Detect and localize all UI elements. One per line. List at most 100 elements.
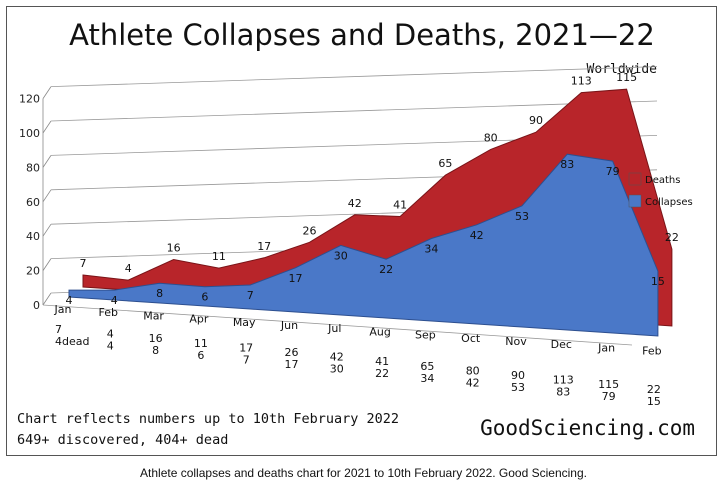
y-tick-label: 80 bbox=[26, 161, 40, 174]
collapses-data-label: 83 bbox=[560, 158, 574, 171]
deaths-data-label: 11 bbox=[212, 250, 226, 263]
table-value: 115 bbox=[598, 378, 619, 391]
grid-wall-120 bbox=[42, 86, 52, 99]
collapses-data-label: 7 bbox=[247, 289, 254, 302]
x-category-label: Apr bbox=[189, 313, 209, 326]
table-value: 16 bbox=[149, 332, 163, 345]
x-category-label: Jun bbox=[280, 319, 298, 332]
y-tick-label: 20 bbox=[26, 265, 40, 278]
chart-subtitle: Worldwide bbox=[587, 62, 658, 77]
deaths-data-label: 113 bbox=[571, 75, 592, 88]
legend-swatch-deaths bbox=[628, 172, 642, 186]
chart-frame: Athlete Collapses and Deaths, 2021—22 Wo… bbox=[6, 6, 717, 456]
y-tick-label: 120 bbox=[19, 93, 40, 106]
value-table: 74dead4416811617726174230412265348042905… bbox=[55, 323, 661, 408]
grid-wall-20 bbox=[42, 258, 52, 271]
axis-labels: 0 20 40 60 80 100 120 Jan Feb Mar Apr May Jun Jul Aug S… bbox=[19, 93, 662, 358]
table-value: 42 bbox=[466, 376, 480, 389]
legend-swatch-collapses bbox=[628, 194, 642, 208]
table-value: 15 bbox=[647, 395, 661, 408]
y-tick-label: 100 bbox=[19, 127, 40, 140]
table-value: 79 bbox=[602, 390, 616, 403]
table-value: 90 bbox=[511, 369, 525, 382]
collapses-data-label: 4 bbox=[111, 294, 118, 307]
collapses-data-label: 22 bbox=[379, 263, 393, 276]
grid-wall-0 bbox=[42, 292, 52, 306]
deaths-data-label: 17 bbox=[257, 240, 271, 253]
table-value: 11 bbox=[194, 337, 208, 350]
table-value: 34 bbox=[420, 372, 434, 385]
deaths-data-label: 80 bbox=[484, 131, 498, 144]
table-value: 65 bbox=[420, 360, 434, 373]
area-chart: Athlete Collapses and Deaths, 2021—22 Wo… bbox=[17, 18, 695, 448]
x-category-label: Jan bbox=[54, 303, 72, 316]
floor-front-line bbox=[42, 304, 633, 346]
deaths-data-label: 16 bbox=[167, 241, 181, 254]
footnote-counts: 649+ discovered, 404+ dead bbox=[17, 432, 228, 448]
deaths-data-label: 65 bbox=[438, 157, 452, 170]
x-category-label: Mar bbox=[143, 309, 164, 322]
chart-title: Athlete Collapses and Deaths, 2021—22 bbox=[69, 18, 655, 52]
table-value: 41 bbox=[375, 355, 389, 368]
x-category-label: Sep bbox=[415, 329, 436, 342]
collapses-data-label: 30 bbox=[334, 249, 348, 262]
deaths-data-label: 4 bbox=[125, 262, 132, 275]
deaths-data-label: 42 bbox=[348, 197, 362, 210]
deaths-data-label: 26 bbox=[303, 224, 317, 237]
grid-wall-60 bbox=[42, 189, 52, 203]
table-value: 17 bbox=[285, 358, 299, 371]
collapses-data-label: 4 bbox=[66, 294, 73, 307]
table-value: 80 bbox=[466, 364, 480, 377]
table-value: 4 bbox=[107, 340, 114, 353]
collapses-data-label: 6 bbox=[201, 291, 208, 304]
collapses-data-label: 53 bbox=[515, 210, 529, 223]
collapses-data-label: 15 bbox=[651, 275, 665, 288]
grid-wall-80 bbox=[42, 155, 52, 168]
collapses-data-label: 8 bbox=[156, 287, 163, 300]
table-value: 30 bbox=[330, 363, 344, 376]
table-value: 83 bbox=[556, 386, 570, 399]
table-value: 17 bbox=[239, 341, 253, 354]
table-value: 4 bbox=[107, 328, 114, 341]
collapses-area bbox=[68, 153, 659, 337]
x-category-label: Feb bbox=[642, 345, 661, 358]
table-value: 8 bbox=[152, 344, 159, 357]
deaths-data-label: 90 bbox=[529, 114, 543, 127]
gridline-120 bbox=[50, 66, 658, 87]
area-series bbox=[68, 88, 673, 337]
deaths-data-label: 22 bbox=[665, 231, 679, 244]
table-value: 113 bbox=[553, 374, 574, 387]
y-tick-label: 0 bbox=[33, 299, 40, 312]
deaths-data-label: 7 bbox=[80, 257, 87, 270]
x-category-label: May bbox=[233, 316, 256, 329]
legend: Deaths Collapses bbox=[628, 172, 693, 208]
deaths-data-label: 41 bbox=[393, 198, 407, 211]
legend-label: Deaths bbox=[645, 175, 680, 186]
grid-wall-40 bbox=[42, 223, 52, 237]
collapses-data-label: 17 bbox=[289, 272, 303, 285]
table-value: 4dead bbox=[55, 335, 89, 348]
x-category-label: Oct bbox=[461, 332, 481, 345]
table-value: 7 bbox=[243, 353, 250, 366]
table-value: 7 bbox=[55, 323, 62, 336]
x-category-label: Dec bbox=[551, 338, 572, 351]
gridline-100 bbox=[50, 100, 658, 122]
figure-caption: Athlete collapses and deaths chart for 2… bbox=[140, 466, 587, 480]
legend-label: Collapses bbox=[645, 197, 693, 208]
x-category-label: Jan bbox=[597, 341, 615, 354]
x-category-label: Jul bbox=[327, 322, 341, 335]
data-labels: 7 4 16 11 17 26 42 41 65 80 90 113 115 22 4 4 8 6 7 17 30 22 3… bbox=[66, 71, 679, 307]
table-value: 6 bbox=[197, 349, 204, 362]
table-value: 42 bbox=[330, 351, 344, 364]
collapses-data-label: 34 bbox=[424, 243, 438, 256]
table-value: 26 bbox=[285, 346, 299, 359]
watermark-text: GoodSciencing.com bbox=[480, 416, 695, 440]
y-tick-label: 40 bbox=[26, 230, 40, 243]
deaths-data-label: 115 bbox=[616, 71, 637, 84]
collapses-data-label: 42 bbox=[470, 229, 484, 242]
collapses-data-label: 79 bbox=[606, 165, 620, 178]
footnote-range: Chart reflects numbers up to 10th Februa… bbox=[17, 411, 399, 427]
table-value: 22 bbox=[647, 383, 661, 396]
x-category-label: Nov bbox=[505, 335, 527, 348]
grid-wall-100 bbox=[42, 120, 52, 134]
